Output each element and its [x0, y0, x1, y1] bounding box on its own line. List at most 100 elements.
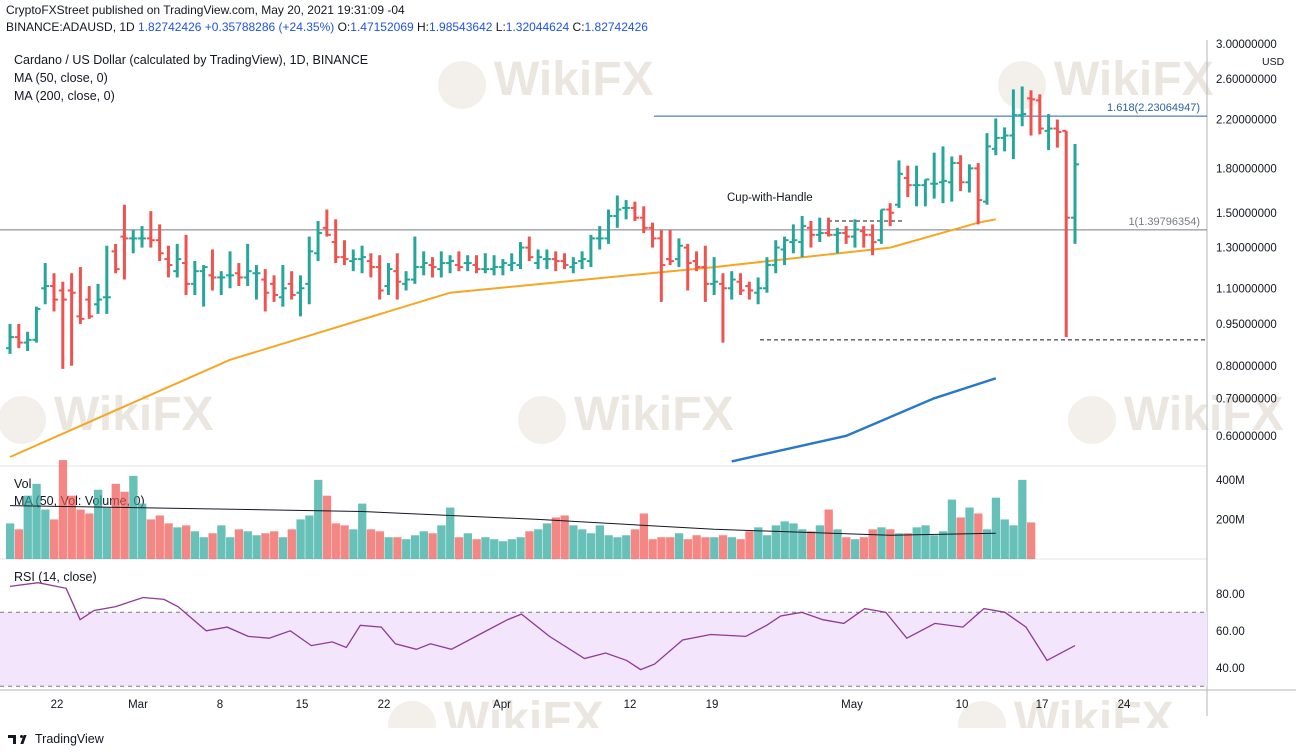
volume-tick-label: 400M — [1216, 475, 1245, 487]
time-tick-label: 24 — [1118, 699, 1131, 711]
volume-bar — [481, 537, 490, 559]
volume-bar — [23, 495, 32, 559]
price-tick-label: 0.70000000 — [1216, 393, 1277, 405]
volume-bar — [674, 533, 684, 559]
volume-bar — [129, 475, 138, 559]
volume-bar — [956, 517, 965, 559]
volume-bar — [648, 539, 657, 559]
volume-bar — [1009, 525, 1018, 559]
price-tick-label: 3.00000000 — [1216, 39, 1277, 51]
volume-bar — [120, 491, 129, 559]
watermark: WikiFX — [494, 53, 654, 106]
volume-bar — [6, 523, 15, 559]
volume-bar — [164, 523, 173, 559]
volume-bar — [833, 529, 842, 559]
volume-bar — [859, 537, 869, 559]
time-tick-label: Apr — [493, 699, 511, 711]
volume-bar — [560, 515, 569, 559]
volume-bar — [991, 497, 1001, 559]
volume-bar — [894, 533, 904, 559]
price-tick-label: 1.80000000 — [1216, 163, 1277, 175]
volume-bar — [76, 509, 85, 559]
volume-bar — [507, 539, 516, 559]
last-price: 1.82742426 — [138, 20, 202, 34]
volume-bar — [446, 507, 455, 559]
volume-bar — [366, 529, 376, 559]
volume-bar — [930, 535, 939, 559]
volume-bar — [428, 533, 437, 559]
volume-bar — [622, 535, 631, 559]
price-tick-label: 0.60000000 — [1216, 431, 1277, 443]
price-tick-label: 0.80000000 — [1216, 361, 1277, 373]
volume-bar — [974, 513, 983, 559]
rsi-band — [0, 612, 1207, 687]
volume-bar — [736, 539, 745, 559]
ohlc-header: BINANCE:ADAUSD, 1D 1.82742426 +0.3578828… — [6, 20, 648, 34]
watermark-icon — [0, 396, 46, 444]
volume-bar — [657, 537, 666, 559]
rsi-tick-label: 80.00 — [1216, 589, 1245, 601]
rsi-legend: RSI (14, close) — [14, 570, 97, 584]
watermark: WikiFX — [1124, 388, 1284, 441]
volume-bar — [877, 527, 886, 559]
volume-bar — [146, 519, 156, 559]
time-tick-label: 17 — [1036, 699, 1049, 711]
watermark-icon — [958, 701, 1006, 728]
volume-bar — [516, 537, 525, 559]
l-label: L: — [495, 20, 506, 34]
time-tick-label: 22 — [378, 699, 391, 711]
close-value: 1.82742426 — [584, 20, 648, 34]
rsi-tick-label: 40.00 — [1216, 663, 1245, 675]
publish-info: CryptoFXStreet published on TradingView.… — [6, 3, 405, 17]
time-tick-label: 15 — [296, 699, 309, 711]
watermark-icon — [518, 396, 566, 444]
watermark: WikiFX — [444, 693, 604, 728]
volume-bar — [771, 525, 781, 559]
volume-bar — [94, 489, 103, 559]
volume-bar — [358, 503, 367, 559]
volume-bar — [305, 515, 314, 559]
volume-bar — [454, 537, 464, 559]
volume-bar — [190, 531, 200, 559]
volume-bar — [868, 529, 877, 559]
price-tick-label: 1.50000000 — [1216, 208, 1277, 220]
time-tick-label: 22 — [51, 699, 64, 711]
volume-bar — [903, 533, 913, 559]
volume-bar — [551, 517, 561, 559]
volume-bar — [217, 525, 226, 559]
volume-tick-label: 200M — [1216, 514, 1245, 526]
volume-bar — [798, 529, 807, 559]
c-label: C: — [572, 20, 585, 34]
volume-bar — [1026, 522, 1036, 559]
volume-bar — [58, 460, 68, 559]
volume-bar — [965, 507, 974, 559]
volume-bar — [815, 525, 825, 559]
volume-bar — [692, 535, 701, 559]
watermark-icon — [998, 61, 1046, 109]
time-tick-label: 8 — [217, 699, 223, 711]
footer: TradingView — [0, 728, 1296, 755]
price-change: +0.35788286 (+24.35%) — [204, 20, 335, 34]
volume-bar — [789, 523, 798, 559]
volume-bar — [208, 533, 217, 559]
watermark-icon — [1068, 396, 1116, 444]
volume-bar — [296, 519, 305, 559]
ma50-legend: MA (50, close, 0) — [14, 71, 108, 85]
volume-bar — [85, 513, 94, 559]
rsi-tick-label: 60.00 — [1216, 626, 1245, 638]
volume-bar — [252, 535, 261, 559]
tradingview-logo-icon — [8, 732, 30, 746]
time-tick-label: May — [841, 699, 863, 711]
symbol-label: BINANCE:ADAUSD, 1D — [6, 20, 135, 34]
ma200-legend: MA (200, close, 0) — [14, 89, 115, 103]
volume-bar — [393, 537, 402, 559]
volume-bar — [155, 515, 164, 559]
volume-bar — [824, 509, 833, 559]
volume-bar — [243, 531, 252, 559]
volume-bar — [349, 529, 358, 559]
volume-bar — [525, 531, 534, 559]
watermark: WikiFX — [1054, 53, 1214, 106]
volume-bar — [138, 503, 147, 559]
volume-bar — [437, 525, 446, 559]
